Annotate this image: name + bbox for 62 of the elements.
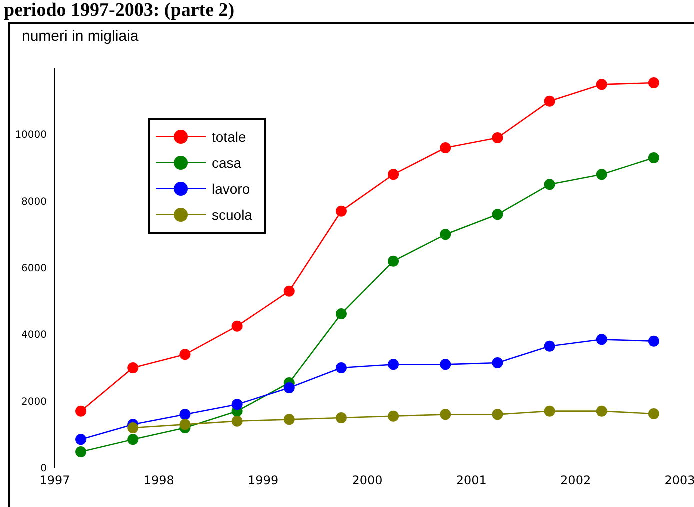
legend-label: totale — [212, 129, 246, 145]
point — [128, 422, 139, 434]
point — [336, 308, 347, 320]
point — [648, 78, 660, 88]
y-axis-title: numeri in migliaia — [22, 28, 139, 45]
point — [388, 169, 400, 180]
legend-label: scuola — [212, 207, 252, 223]
point — [648, 152, 660, 164]
point — [492, 209, 504, 220]
point — [596, 334, 608, 346]
point — [440, 142, 452, 154]
point — [336, 412, 347, 424]
y-tick-label: 2000 — [22, 396, 47, 408]
point — [544, 406, 556, 417]
point — [596, 169, 608, 180]
point — [76, 446, 87, 458]
point — [596, 406, 608, 417]
point — [180, 349, 191, 360]
x-tick-label: 2003 — [664, 474, 694, 488]
point — [336, 206, 347, 217]
point — [284, 414, 295, 426]
point — [180, 419, 191, 430]
legend-label: casa — [212, 155, 242, 171]
x-tick-label: 2002 — [560, 474, 592, 488]
point — [388, 256, 400, 267]
point — [544, 96, 556, 107]
point — [128, 362, 139, 374]
point — [492, 358, 504, 368]
x-tick-label: 2000 — [352, 474, 383, 488]
point — [284, 382, 295, 394]
point — [336, 362, 347, 374]
point — [232, 416, 243, 427]
x-tick-label: 1998 — [144, 474, 174, 488]
y-tick-label: 8000 — [22, 196, 47, 208]
x-tick-label: 1997 — [40, 474, 70, 488]
point — [492, 409, 504, 420]
y-tick-label: 10000 — [15, 130, 47, 142]
x-tick-label: 2001 — [456, 474, 487, 488]
point — [284, 286, 295, 297]
point — [492, 132, 504, 144]
x-tick-label: 1999 — [248, 474, 279, 488]
point — [76, 406, 87, 417]
point — [648, 336, 660, 347]
point — [544, 179, 556, 190]
point — [388, 359, 400, 370]
point — [76, 434, 87, 446]
point — [180, 409, 191, 420]
point — [648, 408, 660, 420]
point — [128, 434, 139, 446]
point — [440, 359, 452, 370]
y-tick-label: 0 — [40, 464, 47, 475]
point — [232, 399, 243, 410]
chart-title: periodo 1997-2003: (parte 2) — [3, 0, 236, 22]
point — [232, 320, 243, 332]
point — [388, 410, 400, 422]
point — [440, 409, 452, 420]
legend-label: lavoro — [212, 181, 250, 197]
point — [596, 79, 608, 90]
y-tick-label: 6000 — [22, 264, 47, 275]
point — [440, 229, 452, 240]
point — [544, 340, 556, 352]
y-tick-label: 4000 — [22, 330, 47, 342]
